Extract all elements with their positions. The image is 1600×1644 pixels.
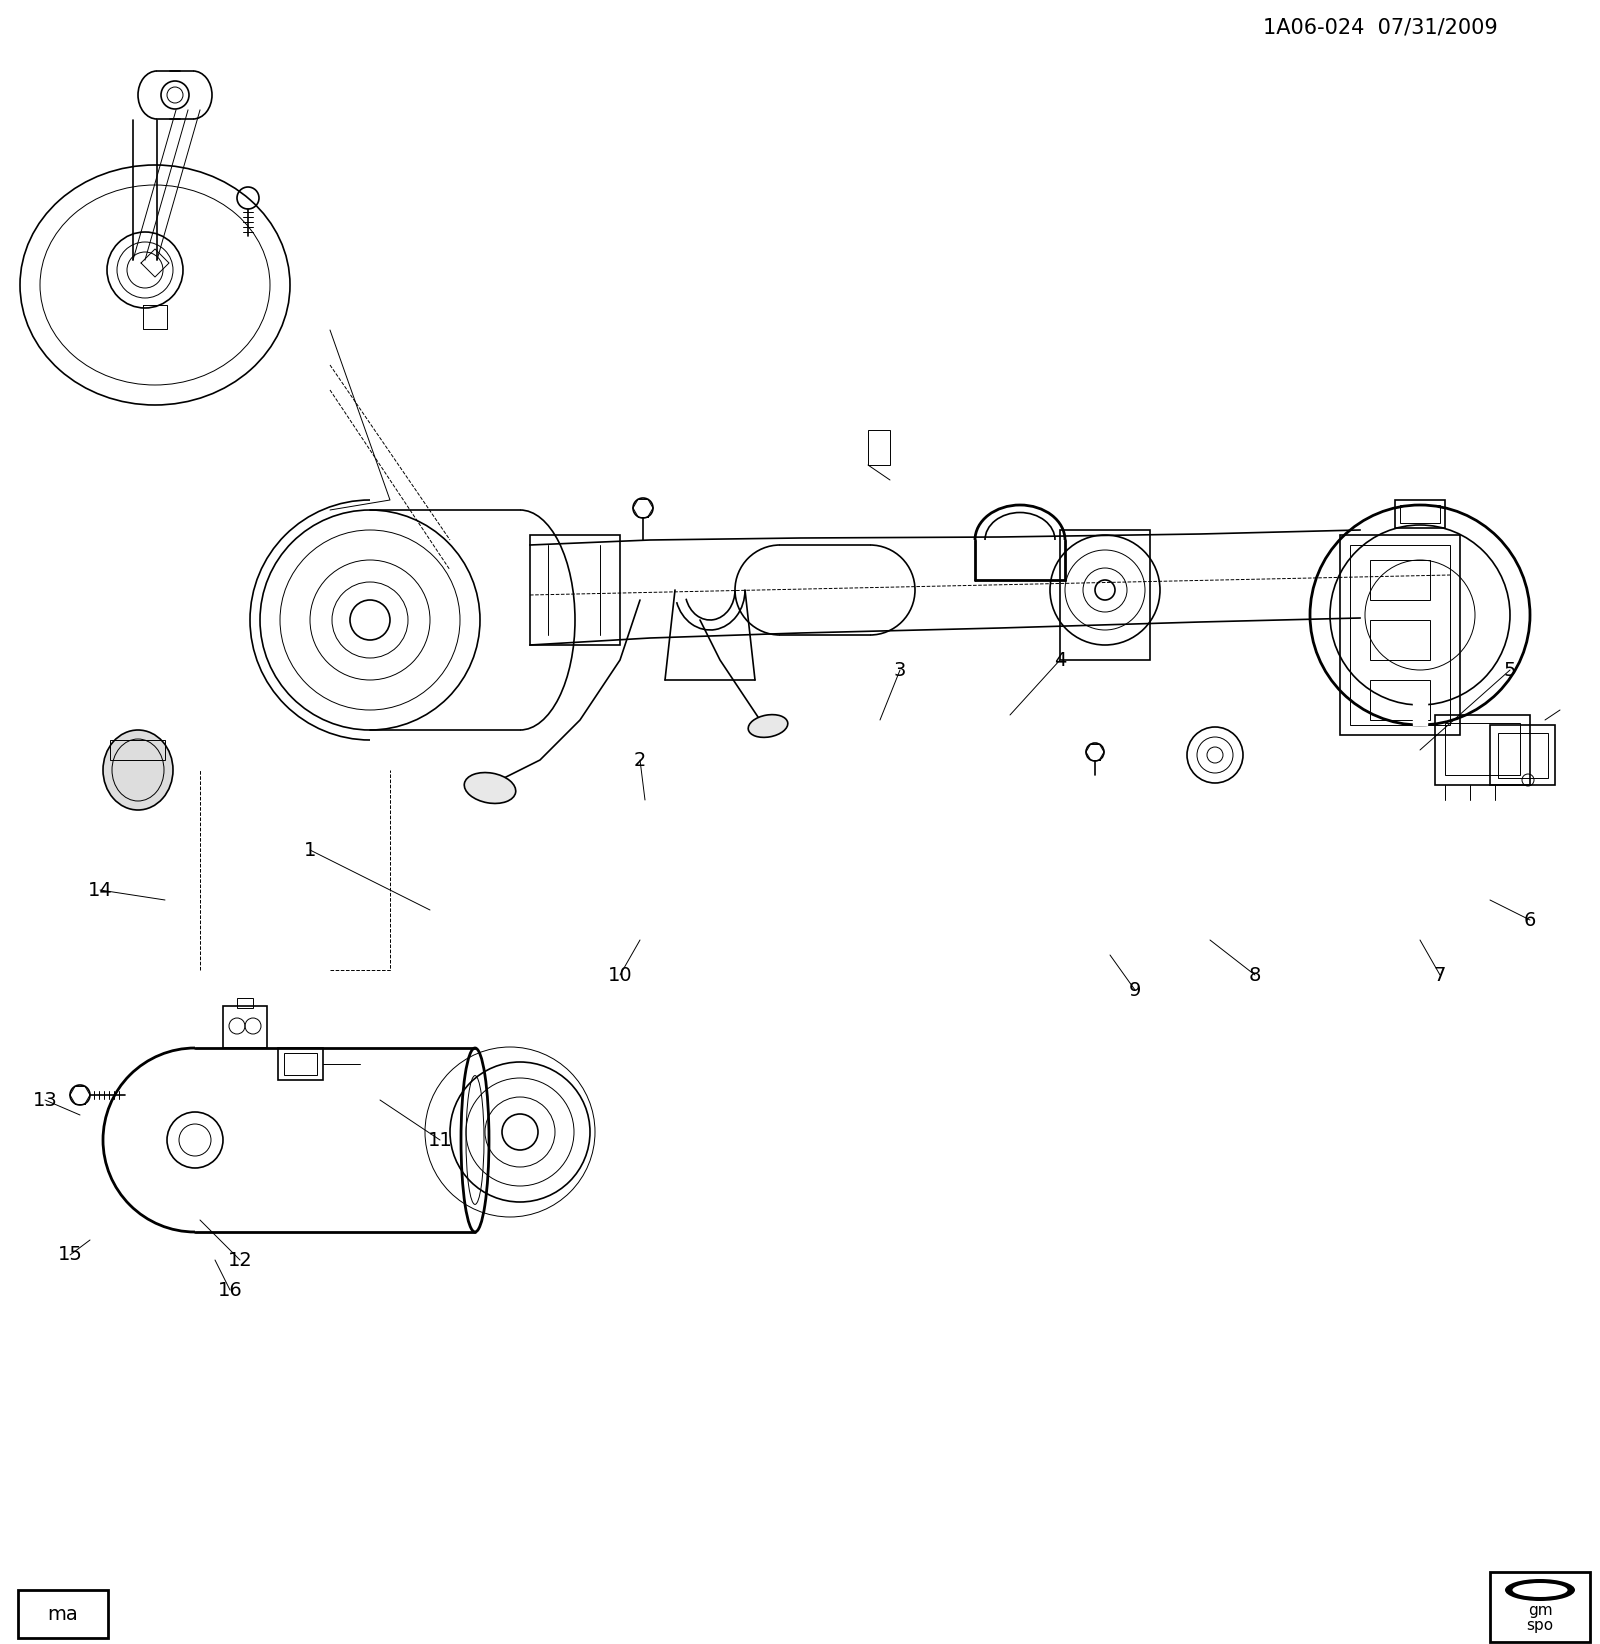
Text: 9: 9 — [1130, 980, 1141, 1000]
Text: 11: 11 — [427, 1131, 453, 1149]
Bar — [1395, 500, 1445, 528]
Text: 6: 6 — [1523, 911, 1536, 929]
Text: 3: 3 — [894, 661, 906, 679]
Text: 15: 15 — [58, 1246, 83, 1264]
Bar — [1059, 529, 1150, 659]
Text: 4: 4 — [1054, 651, 1066, 669]
Text: 16: 16 — [218, 1281, 242, 1299]
Text: 1: 1 — [304, 840, 317, 860]
Ellipse shape — [102, 730, 173, 810]
Bar — [222, 1006, 267, 1047]
Bar — [1370, 561, 1430, 600]
Text: 12: 12 — [227, 1251, 253, 1269]
Text: 10: 10 — [608, 965, 632, 985]
Text: 13: 13 — [32, 1090, 58, 1110]
Bar — [1490, 725, 1555, 784]
Bar — [1490, 1572, 1590, 1642]
Bar — [1435, 715, 1530, 784]
Text: gm: gm — [1528, 1603, 1552, 1618]
Bar — [867, 431, 890, 465]
Text: 5: 5 — [1504, 661, 1517, 679]
Bar — [1445, 723, 1520, 774]
Text: 1A06-024  07/31/2009: 1A06-024 07/31/2009 — [1262, 18, 1498, 38]
Bar — [285, 1054, 317, 1075]
Text: 14: 14 — [88, 881, 112, 899]
Ellipse shape — [1512, 1583, 1568, 1596]
Bar — [1370, 620, 1430, 659]
Bar — [110, 740, 165, 760]
Ellipse shape — [1506, 1578, 1574, 1601]
Ellipse shape — [464, 773, 515, 804]
Bar — [1350, 546, 1450, 725]
Bar — [1400, 505, 1440, 523]
Text: 8: 8 — [1250, 965, 1261, 985]
Bar — [1370, 681, 1430, 720]
Text: spo: spo — [1526, 1618, 1554, 1632]
Bar — [278, 1047, 323, 1080]
Text: 7: 7 — [1434, 965, 1446, 985]
Ellipse shape — [749, 715, 787, 738]
Text: 2: 2 — [634, 751, 646, 769]
Bar — [18, 1590, 109, 1637]
Bar — [1498, 733, 1549, 778]
Bar — [237, 998, 253, 1008]
Text: ma: ma — [48, 1605, 78, 1624]
Bar — [1341, 534, 1459, 735]
Bar — [530, 534, 621, 644]
